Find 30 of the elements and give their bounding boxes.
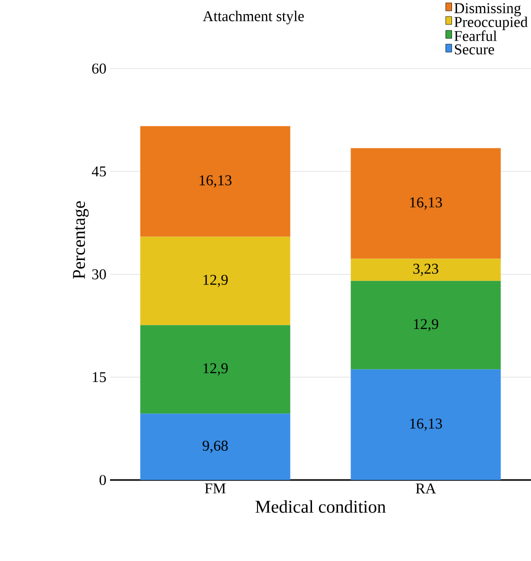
legend-label: Fearful xyxy=(454,30,497,42)
x-axis-title: Medical condition xyxy=(256,500,386,513)
x-tick-label: RA xyxy=(416,484,436,494)
data-label: 16,13 xyxy=(410,418,442,431)
data-label: 12,9 xyxy=(414,319,438,332)
legend-label: Secure xyxy=(454,44,494,54)
y-axis-title: Percentage xyxy=(73,201,89,279)
data-label: 3,23 xyxy=(413,264,438,276)
data-label: 12,9 xyxy=(203,274,228,288)
data-label: 9,68 xyxy=(202,440,228,453)
legend-title: Attachment style xyxy=(202,10,304,24)
x-tick-label: FM xyxy=(204,484,226,494)
bar xyxy=(140,236,290,326)
bar xyxy=(140,325,290,414)
bar xyxy=(350,369,501,480)
y-tick-label: 60 xyxy=(92,64,106,74)
y-tick-label: 15 xyxy=(92,372,106,382)
data-label: 12,9 xyxy=(203,363,228,376)
y-tick-label: 0 xyxy=(100,474,106,486)
y-tick-label: 30 xyxy=(92,269,106,280)
bar xyxy=(140,126,290,237)
data-label: 16,13 xyxy=(410,197,442,210)
bar xyxy=(350,148,501,259)
y-tick-label: 45 xyxy=(92,166,106,176)
legend-label: Preoccupied xyxy=(454,16,528,30)
bar xyxy=(140,414,290,480)
legend-label: Dismissing xyxy=(454,3,521,16)
data-label: 16,13 xyxy=(200,175,232,188)
bar xyxy=(350,280,501,370)
bar xyxy=(350,258,501,281)
